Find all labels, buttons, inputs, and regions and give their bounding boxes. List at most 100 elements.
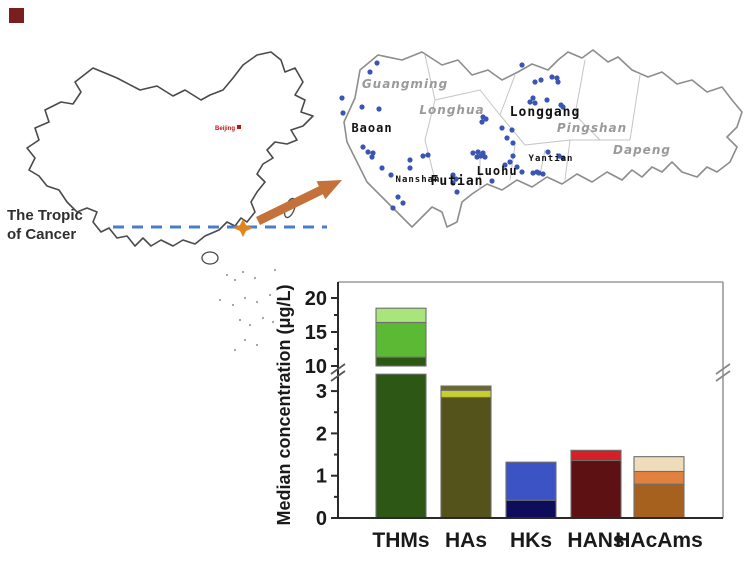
bar-segment bbox=[633, 470, 685, 485]
bar-segment bbox=[375, 307, 427, 324]
sampling-dot bbox=[560, 155, 566, 161]
sampling-dot bbox=[450, 180, 456, 186]
zoom-arrow-icon bbox=[256, 180, 342, 225]
tick-label: 20 bbox=[305, 288, 327, 310]
sampling-dot bbox=[407, 157, 413, 163]
sampling-dot bbox=[479, 119, 485, 125]
sampling-dot bbox=[519, 62, 525, 68]
category-label: HAcAms bbox=[615, 529, 703, 552]
district-label: Baoan bbox=[351, 121, 392, 135]
district-label: Dapeng bbox=[613, 143, 671, 157]
district-label: Longhua bbox=[419, 103, 484, 117]
corner-mark bbox=[9, 8, 24, 23]
sampling-dot bbox=[510, 153, 516, 159]
sampling-dot bbox=[530, 170, 536, 176]
tick-label: 3 bbox=[316, 381, 327, 403]
sampling-sites bbox=[339, 60, 566, 211]
sampling-dot bbox=[454, 189, 460, 195]
sampling-dot bbox=[549, 74, 555, 80]
tropic-label-line2: of Cancer bbox=[7, 226, 76, 243]
axis-break-icon bbox=[715, 370, 731, 382]
sampling-dot bbox=[360, 144, 366, 150]
axis-break-icon bbox=[330, 370, 346, 382]
south-china-sea-islets bbox=[219, 269, 281, 351]
sampling-dot bbox=[514, 164, 520, 170]
district-label: Longgang bbox=[510, 105, 581, 120]
bar-segment bbox=[440, 385, 492, 391]
sampling-dot bbox=[470, 150, 476, 156]
sampling-dot bbox=[369, 154, 375, 160]
sampling-dot bbox=[374, 60, 380, 66]
district-label: Futian bbox=[431, 174, 484, 189]
bar-segment bbox=[375, 356, 427, 367]
sampling-dot bbox=[395, 194, 401, 200]
sampling-dot bbox=[519, 169, 525, 175]
district-borders bbox=[424, 54, 641, 190]
shenzhen-star-icon bbox=[233, 219, 253, 237]
bar-segment bbox=[633, 483, 685, 519]
district-label: Nanshan bbox=[396, 175, 441, 185]
district-label: Yantian bbox=[529, 153, 574, 164]
sampling-dot bbox=[544, 97, 550, 103]
sampling-dot bbox=[540, 171, 546, 177]
sampling-dot bbox=[482, 154, 488, 160]
bar-segment bbox=[440, 389, 492, 398]
sampling-dot bbox=[450, 172, 456, 178]
shenzhen-outline bbox=[343, 49, 743, 228]
sampling-dot bbox=[527, 99, 533, 105]
tropic-label-line1: The Tropic bbox=[7, 207, 83, 224]
bar-segment bbox=[375, 321, 427, 358]
tick-label: 15 bbox=[305, 322, 327, 344]
sampling-dot bbox=[365, 149, 371, 155]
sampling-dot bbox=[359, 104, 365, 110]
bar-segment bbox=[440, 396, 492, 519]
sampling-dot bbox=[367, 69, 373, 75]
sampling-dot bbox=[554, 75, 560, 81]
bar-segment bbox=[505, 461, 557, 501]
category-label: HANs bbox=[567, 529, 624, 552]
sampling-dot bbox=[499, 125, 505, 131]
sampling-dot bbox=[532, 100, 538, 106]
bar-segment bbox=[375, 373, 427, 519]
sampling-dot bbox=[339, 95, 345, 101]
beijing-marker bbox=[237, 125, 241, 129]
category-label: THMs bbox=[372, 529, 429, 552]
sampling-dot bbox=[560, 104, 566, 110]
sampling-dot bbox=[556, 153, 562, 159]
sampling-dot bbox=[407, 165, 413, 171]
bar-segment bbox=[633, 456, 685, 473]
bar-segment bbox=[505, 499, 557, 519]
sampling-dot bbox=[483, 116, 489, 122]
sampling-dot bbox=[510, 140, 516, 146]
sampling-dot bbox=[507, 159, 513, 165]
sampling-dot bbox=[376, 106, 382, 112]
sampling-dot bbox=[388, 172, 394, 178]
sampling-dot bbox=[390, 205, 396, 211]
sampling-dot bbox=[509, 127, 515, 133]
category-label: HAs bbox=[445, 529, 487, 552]
tick-label: 10 bbox=[305, 356, 327, 378]
bar-segment bbox=[570, 459, 622, 519]
china-map: The Tropic of Cancer Beijing bbox=[7, 51, 342, 351]
district-label: Guangming bbox=[362, 77, 448, 91]
y-axis-title: Median concentration (μg/L) bbox=[274, 284, 294, 525]
sampling-dot bbox=[480, 150, 486, 156]
category-label: HKs bbox=[510, 529, 552, 552]
sampling-dot bbox=[532, 79, 538, 85]
bar-segment bbox=[570, 449, 622, 462]
tick-label: 0 bbox=[316, 508, 327, 530]
sampling-dot bbox=[489, 178, 495, 184]
sampling-dot bbox=[425, 152, 431, 158]
sampling-dot bbox=[538, 77, 544, 83]
sampling-dot bbox=[370, 150, 376, 156]
tick-label: 1 bbox=[316, 466, 327, 488]
sampling-dot bbox=[536, 170, 542, 176]
sampling-dot bbox=[502, 162, 508, 168]
axis-break-icon bbox=[715, 363, 731, 375]
sampling-dot bbox=[340, 110, 346, 116]
district-label: Luohu bbox=[476, 164, 517, 178]
beijing-label: Beijing bbox=[215, 126, 235, 132]
